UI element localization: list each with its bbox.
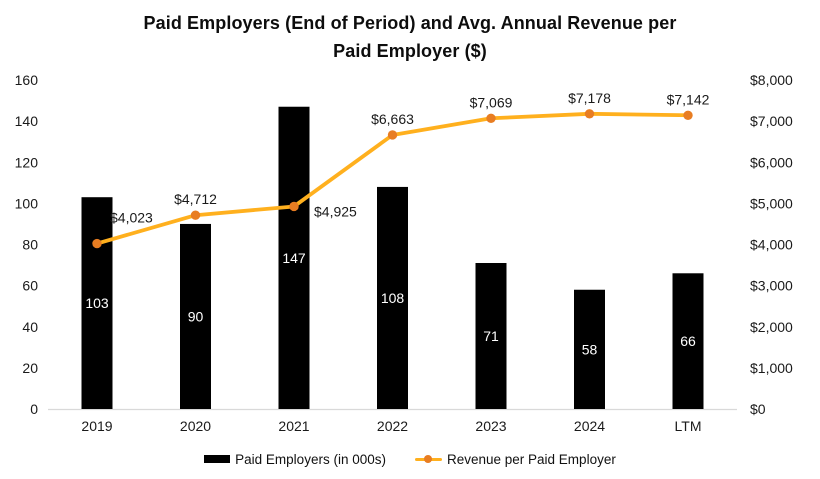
line-marker-LTM bbox=[683, 110, 693, 120]
chart-legend: Paid Employers (in 000s) Revenue per Paid… bbox=[0, 447, 820, 471]
line-marker-2020 bbox=[190, 210, 201, 220]
line-point-label: $6,663 bbox=[371, 111, 414, 127]
x-axis-category-label: 2022 bbox=[377, 418, 408, 434]
line-marker-2023 bbox=[486, 113, 496, 123]
x-axis-category-label: 2024 bbox=[574, 418, 605, 434]
x-axis-category-label: LTM bbox=[675, 418, 702, 434]
right-axis-tick-label: $2,000 bbox=[750, 319, 793, 335]
x-axis-category-label: 2020 bbox=[180, 418, 211, 434]
left-axis-tick-label: 140 bbox=[15, 113, 39, 129]
line-point-label: $4,023 bbox=[110, 210, 153, 226]
bar-2022 bbox=[377, 186, 408, 409]
bar-2019 bbox=[81, 197, 113, 409]
line-marker-2024 bbox=[584, 109, 595, 119]
bar-LTM bbox=[672, 273, 704, 409]
bar-value-label: 90 bbox=[188, 308, 204, 324]
left-axis-tick-label: 100 bbox=[15, 195, 39, 211]
left-axis-tick-label: 120 bbox=[15, 154, 39, 170]
bar-value-label: 66 bbox=[680, 333, 696, 349]
left-axis-tick-label: 40 bbox=[22, 319, 38, 335]
right-axis-tick-label: $0 bbox=[750, 401, 766, 417]
line-point-label: $7,178 bbox=[568, 90, 611, 106]
left-axis-tick-label: 80 bbox=[22, 237, 38, 253]
right-axis-tick-label: $7,000 bbox=[750, 113, 793, 129]
right-axis-tick-label: $8,000 bbox=[750, 72, 793, 88]
line-point-label: $4,712 bbox=[174, 191, 217, 207]
legend-item: Paid Employers (in 000s) bbox=[204, 452, 386, 467]
legend-item: Revenue per Paid Employer bbox=[414, 451, 616, 467]
bar-value-label: 108 bbox=[381, 290, 405, 306]
right-axis-tick-label: $3,000 bbox=[750, 278, 793, 294]
bar-value-label: 103 bbox=[85, 295, 109, 311]
line-marker-2022 bbox=[387, 130, 398, 140]
bar-2020 bbox=[180, 223, 211, 409]
chart-title-line-1: Paid Employers (End of Period) and Avg. … bbox=[143, 13, 677, 33]
bar-value-label: 58 bbox=[582, 341, 598, 357]
legend-line-marker-dot bbox=[424, 455, 433, 463]
chart-title: Paid Employers (End of Period) and Avg. … bbox=[0, 9, 820, 65]
line-point-label: $7,069 bbox=[470, 94, 513, 110]
legend-label: Revenue per Paid Employer bbox=[446, 451, 616, 467]
legend-bar-swatch-icon bbox=[204, 455, 231, 463]
line-point-label: $4,925 bbox=[314, 203, 357, 219]
left-axis-tick-label: 20 bbox=[22, 360, 38, 376]
bar-value-label: 71 bbox=[483, 328, 499, 344]
line-marker-2021 bbox=[289, 201, 299, 212]
left-axis-tick-label: 160 bbox=[15, 72, 39, 88]
bar-2023 bbox=[475, 263, 507, 409]
left-axis-tick-label: 0 bbox=[30, 401, 38, 417]
left-axis-tick-label: 60 bbox=[22, 278, 38, 294]
x-axis-category-label: 2021 bbox=[278, 418, 309, 434]
right-axis-tick-label: $4,000 bbox=[750, 237, 793, 253]
right-axis-tick-label: $1,000 bbox=[750, 360, 793, 376]
legend-line-swatch-icon bbox=[414, 454, 442, 464]
bar-value-label: 147 bbox=[282, 250, 306, 266]
line-point-label: $7,142 bbox=[667, 91, 710, 107]
right-axis-tick-label: $5,000 bbox=[750, 195, 793, 211]
legend-label: Paid Employers (in 000s) bbox=[235, 451, 386, 467]
x-axis-category-label: 2019 bbox=[81, 418, 112, 434]
plot-area: 0 $0 20 $1,000 40 $2,000 60 $3,000 80 $4,000 100 $5… bbox=[15, 72, 793, 434]
x-axis-category-label: 2023 bbox=[475, 418, 506, 434]
chart-title-line-2: Paid Employer ($) bbox=[333, 41, 487, 61]
bar-2024 bbox=[574, 289, 605, 409]
right-axis-tick-label: $6,000 bbox=[750, 154, 793, 170]
line-marker-2019 bbox=[92, 238, 102, 249]
bar-2021 bbox=[278, 106, 310, 409]
